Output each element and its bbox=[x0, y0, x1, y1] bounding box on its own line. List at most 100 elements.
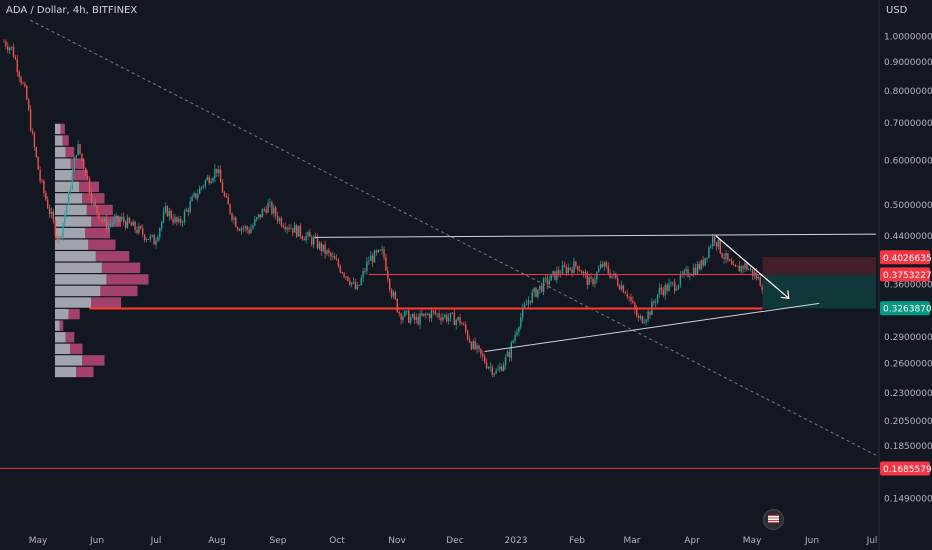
candle-body bbox=[472, 340, 474, 350]
price-tag-label: 0.16855793 bbox=[883, 465, 932, 475]
vp-row-up bbox=[55, 216, 92, 227]
vp-row-down bbox=[65, 332, 75, 343]
vp-row-down bbox=[59, 320, 64, 331]
candle-body bbox=[58, 236, 60, 240]
price-tag: 0.16855793 bbox=[880, 461, 932, 476]
price-zones bbox=[762, 257, 876, 309]
candle-body bbox=[147, 239, 150, 241]
candle-body bbox=[721, 253, 723, 258]
vp-row-down bbox=[86, 204, 113, 216]
us-flag-icon[interactable] bbox=[763, 509, 784, 530]
candle-body bbox=[166, 206, 169, 217]
candle-body bbox=[305, 235, 307, 241]
candle-body bbox=[227, 197, 229, 205]
candle-body bbox=[185, 209, 188, 212]
candle-body bbox=[550, 273, 552, 281]
candle-body bbox=[428, 314, 431, 319]
candle-body bbox=[607, 266, 609, 273]
candle-body bbox=[301, 236, 303, 239]
candle-body bbox=[216, 168, 218, 173]
candle-body bbox=[632, 300, 634, 303]
candle-body bbox=[599, 264, 602, 269]
candle-body bbox=[601, 264, 604, 267]
candle-body bbox=[655, 302, 657, 303]
candle-body bbox=[200, 186, 203, 188]
candle-body bbox=[71, 171, 74, 190]
vp-row-up bbox=[55, 123, 61, 135]
time-axis[interactable]: May Jun Jul Aug Sep Oct Nov Dec 2023 Feb Mar Apr May… bbox=[29, 536, 878, 546]
candle-body bbox=[307, 232, 309, 236]
candle-body bbox=[113, 218, 115, 224]
candle-body bbox=[35, 147, 37, 157]
candle-body bbox=[284, 227, 286, 230]
candle-body bbox=[254, 219, 256, 226]
candle-body bbox=[83, 159, 85, 169]
candle-body bbox=[438, 313, 440, 318]
candle-body bbox=[495, 370, 497, 374]
candle-body bbox=[259, 214, 262, 218]
candle-body bbox=[634, 302, 636, 310]
candle-body bbox=[318, 242, 321, 249]
candle-body bbox=[744, 263, 746, 269]
candle-body bbox=[123, 216, 125, 222]
vp-row-up bbox=[55, 297, 92, 308]
candle-body bbox=[603, 262, 606, 267]
candle-body bbox=[506, 351, 509, 357]
candle-body bbox=[444, 314, 446, 318]
time-tick-label: Feb bbox=[569, 536, 585, 546]
candle-body bbox=[43, 181, 45, 193]
candle-body bbox=[594, 279, 596, 285]
candle-body bbox=[474, 340, 476, 350]
candle-body bbox=[107, 224, 110, 230]
candle-body bbox=[231, 213, 233, 220]
candle-body bbox=[356, 284, 359, 289]
candle-body bbox=[225, 195, 227, 198]
candle-body bbox=[742, 265, 744, 269]
candle-body bbox=[596, 272, 598, 280]
candle-body bbox=[219, 169, 222, 183]
arrow-head bbox=[780, 290, 790, 299]
candle-body bbox=[379, 249, 381, 251]
candle-body bbox=[542, 278, 545, 292]
vp-row-down bbox=[65, 146, 75, 158]
candle-body bbox=[39, 169, 41, 181]
candle-body bbox=[10, 46, 13, 48]
candle-body bbox=[286, 227, 288, 230]
candle-body bbox=[233, 217, 235, 220]
vp-row-up bbox=[55, 204, 87, 216]
candle-body bbox=[523, 304, 526, 308]
candle-body bbox=[468, 338, 471, 343]
candle-body bbox=[451, 312, 454, 314]
candle-body bbox=[197, 193, 199, 199]
candle-body bbox=[208, 177, 210, 184]
candle-body bbox=[366, 261, 368, 272]
candle-body bbox=[415, 317, 417, 320]
candle-body bbox=[48, 208, 51, 215]
candle-body bbox=[618, 285, 621, 290]
candle-body bbox=[313, 237, 315, 245]
candle-body bbox=[503, 365, 505, 371]
time-tick-label: 2023 bbox=[505, 536, 528, 546]
candle-body bbox=[668, 283, 670, 291]
candle-body bbox=[352, 281, 355, 283]
candle-body bbox=[548, 280, 550, 285]
vp-row-down bbox=[91, 297, 121, 308]
price-tag-label: 0.37532275 bbox=[883, 271, 932, 281]
candle-body bbox=[510, 342, 512, 358]
candle-body bbox=[759, 277, 761, 287]
candle-body bbox=[142, 228, 144, 235]
candle-body bbox=[493, 373, 495, 375]
candle-body bbox=[641, 316, 644, 324]
candle-body bbox=[218, 169, 220, 173]
candle-body bbox=[261, 209, 264, 218]
vp-row-down bbox=[106, 274, 149, 285]
candle-body bbox=[282, 225, 284, 228]
candle-body bbox=[527, 300, 530, 305]
candle-body bbox=[109, 223, 112, 225]
candle-body bbox=[750, 269, 752, 270]
price-tag: 0.37532275 bbox=[880, 267, 932, 282]
